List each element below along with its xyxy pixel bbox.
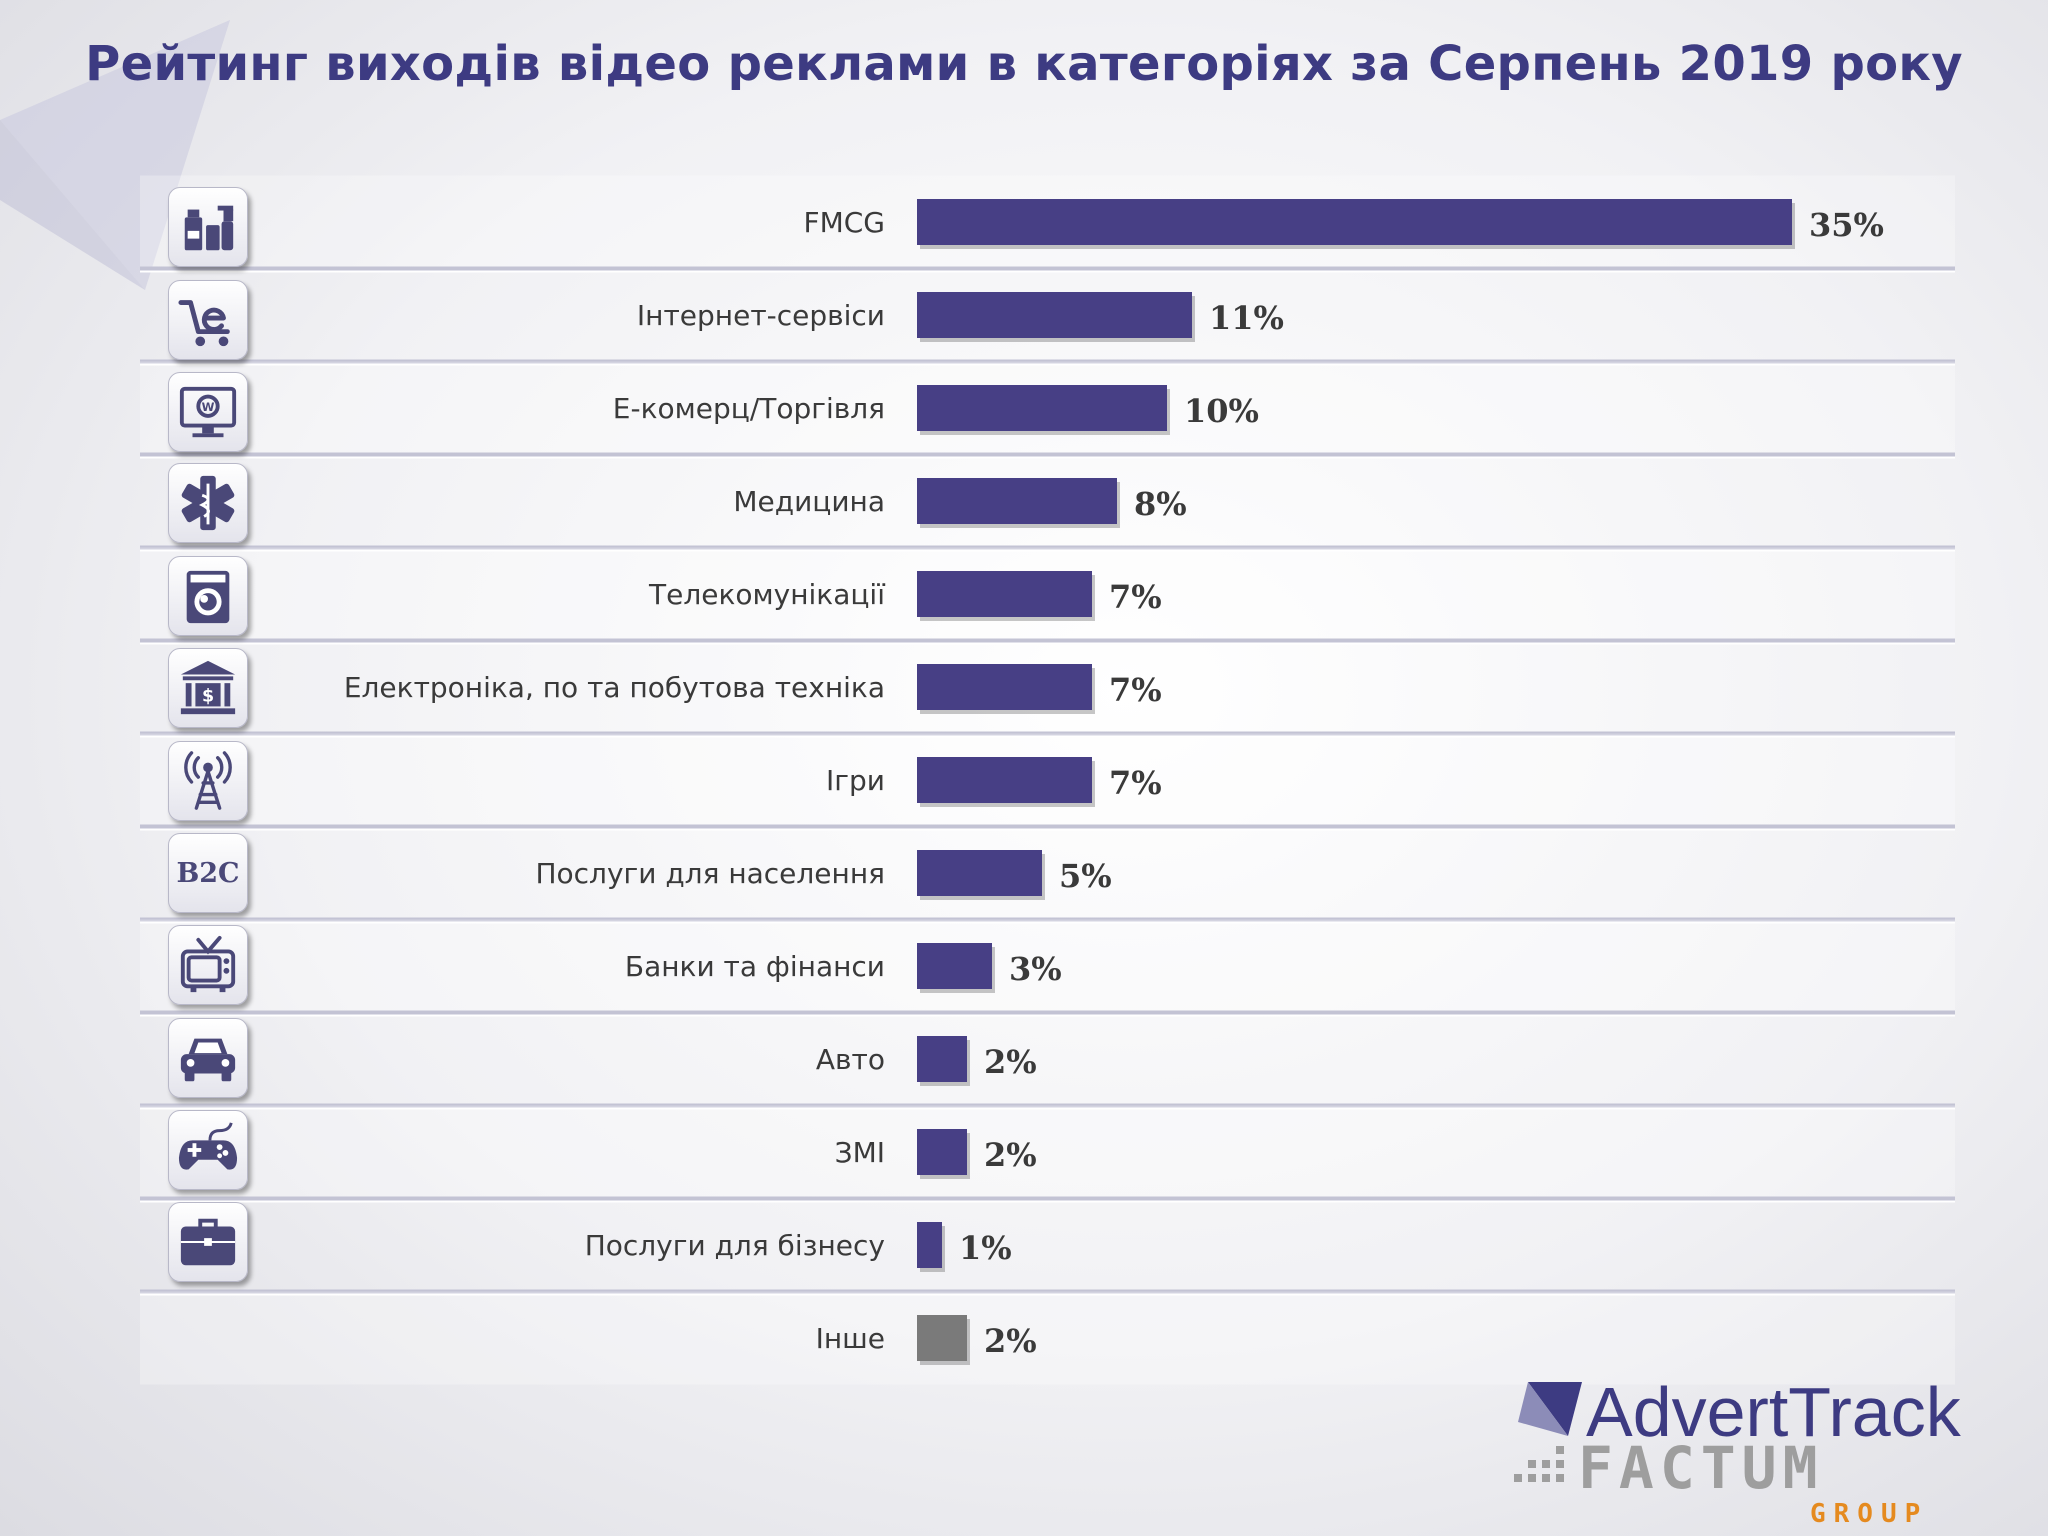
fmcg-products-icon [168, 187, 248, 267]
logo-line3: GROUP [1810, 1499, 1928, 1529]
bar [917, 664, 1092, 710]
category-label: FMCG [803, 206, 885, 239]
category-label: Ігри [826, 764, 885, 797]
value-label: 7% [1109, 764, 1162, 802]
value-label: 35% [1809, 206, 1884, 244]
svg-text:$: $ [202, 687, 214, 707]
bar [917, 385, 1167, 431]
logo-mark-icon [1518, 1382, 1582, 1436]
bar [917, 1315, 967, 1361]
value-label: 1% [959, 1229, 1012, 1267]
value-label: 3% [1009, 950, 1062, 988]
medical-star-icon [168, 463, 248, 543]
tv-icon [168, 925, 248, 1005]
logo-dots-icon [1514, 1446, 1564, 1482]
value-label: 8% [1134, 485, 1187, 523]
bar [917, 1036, 967, 1082]
bar [917, 478, 1117, 524]
bar [917, 292, 1192, 338]
ecommerce-cart-icon [168, 280, 248, 360]
b2c-icon: B2C [168, 833, 248, 913]
washing-machine-icon [168, 556, 248, 636]
category-label: Медицина [733, 485, 885, 518]
value-label: 10% [1184, 392, 1259, 430]
bar-chart: FMCG 35% Інтернет-сервіси 11% Е-комерц/Торгі… [140, 199, 1955, 1385]
value-label: 11% [1209, 299, 1284, 337]
b2c-icon-text: B2C [176, 857, 240, 889]
corner-triangle-decoration [0, 20, 230, 290]
category-label: Е-комерц/Торгівля [613, 392, 885, 425]
logo-line2: FACTUM [1578, 1434, 1824, 1502]
category-label: Авто [816, 1043, 885, 1076]
category-label: Послуги для бізнесу [585, 1229, 885, 1262]
category-label: Банки та фінанси [625, 950, 885, 983]
category-label: ЗМІ [835, 1136, 885, 1169]
value-label: 7% [1109, 671, 1162, 709]
category-label: Електроніка, по та побутова техніка [344, 671, 885, 704]
page-title: Рейтинг виходів відео реклами в категорі… [85, 36, 1963, 92]
bar [917, 1129, 967, 1175]
company-logo: AdvertTrack FACTUM GROUP [1514, 1373, 1962, 1529]
bar [917, 199, 1792, 245]
bar [917, 757, 1092, 803]
category-label: Інтернет-сервіси [637, 299, 885, 332]
bank-building-icon: $ [168, 648, 248, 728]
category-label: Інше [816, 1322, 885, 1355]
bar [917, 571, 1092, 617]
category-label: Послуги для населення [535, 857, 885, 890]
row-band [140, 919, 1955, 1013]
logo-line1: AdvertTrack [1586, 1373, 1962, 1451]
bar [917, 850, 1042, 896]
gamepad-icon [168, 1110, 248, 1190]
value-label: 5% [1059, 857, 1112, 895]
value-label: 2% [984, 1322, 1037, 1360]
value-label: 7% [1109, 578, 1162, 616]
row-band [140, 1105, 1955, 1199]
row-band [140, 1291, 1955, 1385]
briefcase-icon [168, 1202, 248, 1282]
car-icon [168, 1018, 248, 1098]
value-label: 2% [984, 1136, 1037, 1174]
radio-tower-icon [168, 741, 248, 821]
value-label: 2% [984, 1043, 1037, 1081]
web-monitor-icon: W [168, 372, 248, 452]
bar [917, 1222, 942, 1268]
svg-text:W: W [202, 400, 215, 414]
bar [917, 943, 992, 989]
category-label: Телекомунікації [648, 578, 885, 611]
